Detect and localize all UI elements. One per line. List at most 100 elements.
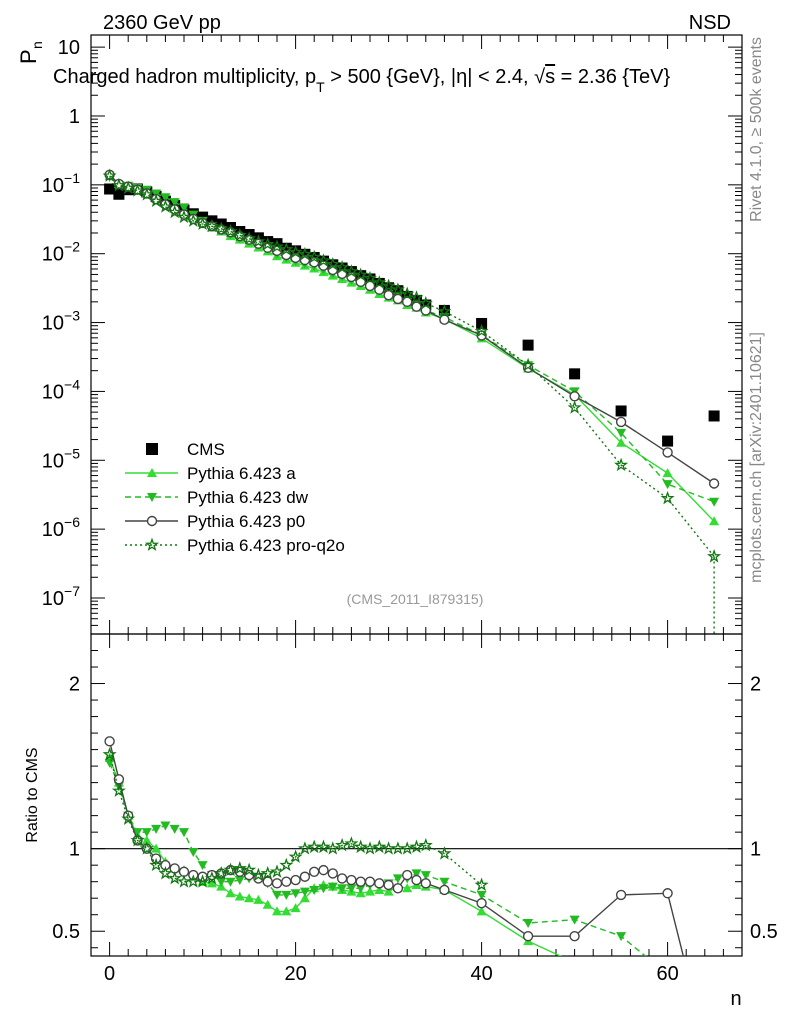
ratio-point [476, 897, 487, 909]
ratio-point [392, 883, 404, 894]
ratio-point [355, 884, 366, 894]
ratio-point [476, 906, 487, 916]
data-point [325, 256, 340, 271]
legend-marker [146, 515, 158, 527]
ratio-point [251, 867, 266, 882]
ratio-point [402, 869, 413, 881]
ratio-point [364, 876, 376, 887]
data-point [344, 264, 359, 278]
ratio-y-tick-label-left: 1 [69, 839, 80, 861]
data-point [660, 490, 675, 505]
ratio-point [344, 836, 359, 850]
ratio-point [327, 868, 338, 879]
main-y-axis-label: P n [16, 41, 45, 64]
ratio-point [121, 811, 136, 825]
data-point [169, 198, 180, 208]
data-point [102, 168, 117, 182]
ratio-point [225, 888, 236, 898]
ratio-point [269, 864, 285, 878]
data-point [176, 209, 192, 224]
ratio-point [346, 884, 357, 894]
ratio-point [615, 889, 627, 901]
ratio-point [195, 874, 210, 888]
ratio-point [111, 783, 126, 797]
ratio-point [272, 890, 282, 900]
ratio-point [474, 877, 489, 891]
data-point [179, 203, 189, 213]
mcplots-source-label: mcplots.cern.ch [arXiv:2401.10621] [748, 332, 765, 583]
ratio-y-tick-label-left: 0.5 [52, 921, 80, 943]
data-point [260, 236, 275, 251]
data-point [707, 549, 722, 563]
ratio-point [104, 758, 115, 768]
ratio-point [169, 824, 180, 834]
legend-marker [146, 443, 158, 455]
legend-label: Pythia 6.423 dw [187, 488, 309, 507]
ratio-point [337, 884, 348, 894]
ratio-point [318, 884, 329, 894]
ratio-point [383, 886, 394, 896]
y-tick-label: 10−5 [42, 445, 80, 472]
ratio-point [327, 882, 338, 892]
data-point [476, 317, 488, 329]
data-point [214, 221, 229, 235]
ratio-point [242, 862, 257, 877]
ratio-point [281, 876, 292, 887]
ratio-point [392, 874, 403, 884]
x-tick-label: 40 [470, 963, 492, 985]
data-point [204, 218, 219, 233]
data-point [418, 295, 433, 310]
ratio-point [297, 841, 312, 855]
data-point [474, 323, 489, 338]
ratio-point [411, 874, 422, 886]
x-axis-label: n [730, 988, 741, 1010]
ratio-point [439, 884, 450, 896]
data-point [262, 236, 274, 248]
ratio-y-tick-label-left: 2 [69, 674, 80, 696]
ratio-series-pythia-6-423-p0 [104, 736, 685, 956]
ratio-point [299, 887, 310, 897]
y-tick-label: 1 [69, 106, 80, 128]
ratio-point [290, 874, 301, 886]
ratio-y-tick-label-right: 2 [750, 674, 761, 696]
ratio-y-tick-label-right: 1 [750, 839, 761, 861]
data-point [390, 282, 405, 296]
ratio-point [130, 832, 145, 847]
data-point [614, 457, 629, 472]
data-point [186, 213, 201, 227]
ratio-point [476, 890, 487, 900]
data-point [383, 289, 394, 301]
ratio-point [253, 894, 264, 904]
data-point [113, 188, 125, 200]
analysis-watermark: (CMS_2011_I879315) [347, 591, 484, 607]
ratio-point [318, 864, 329, 876]
legend-label: Pythia 6.423 a [187, 464, 296, 483]
ratio-point [365, 886, 375, 896]
data-point [280, 242, 292, 254]
ratio-point [522, 930, 534, 942]
ratio-point [299, 871, 311, 882]
data-point [335, 260, 350, 274]
ratio-point [244, 893, 255, 903]
x-tick-label: 60 [656, 963, 678, 985]
ratio-point [214, 865, 229, 880]
data-point [232, 227, 247, 242]
data-point [288, 244, 303, 259]
data-point [158, 199, 173, 213]
ratio-point [139, 841, 154, 855]
data-point [438, 304, 450, 316]
data-point [355, 270, 367, 282]
ratio-point [234, 876, 245, 886]
ratio-point [336, 873, 348, 884]
legend: CMS Pythia 6.423 a Pythia 6.423 dw Pythia 6… [125, 440, 345, 555]
ratio-line [108, 754, 483, 886]
data-point [139, 187, 154, 201]
ratio-point [167, 870, 182, 885]
data-point [316, 253, 331, 267]
ratio-tick-labels: 0.5 0.51 12 20 20 40 60 [52, 674, 778, 985]
ratio-point [437, 846, 452, 860]
y-tick-label: 10−1 [42, 170, 80, 197]
ratio-point [132, 828, 143, 838]
ratio-point [216, 877, 227, 887]
